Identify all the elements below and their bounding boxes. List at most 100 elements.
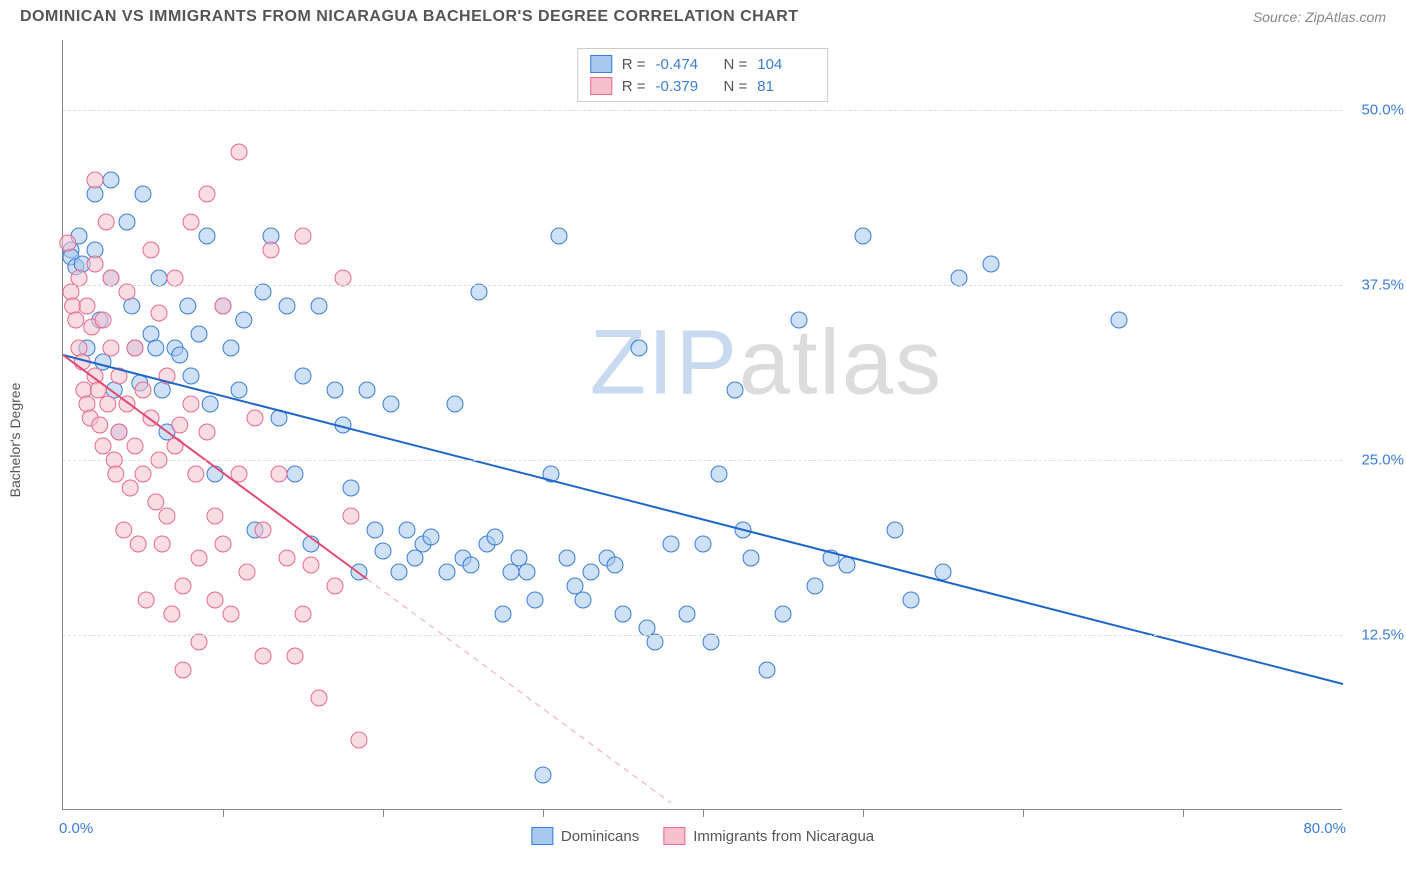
data-point [223, 606, 239, 622]
data-point [188, 466, 204, 482]
data-point [231, 382, 247, 398]
data-point [172, 417, 188, 433]
data-point [255, 284, 271, 300]
x-tick [1183, 809, 1184, 817]
data-point [567, 578, 583, 594]
data-point [159, 508, 175, 524]
stat-r-value-0: -0.474 [656, 56, 714, 73]
chart-title: DOMINICAN VS IMMIGRANTS FROM NICARAGUA B… [20, 8, 799, 26]
data-point [295, 606, 311, 622]
source-attribution: Source: ZipAtlas.com [1253, 9, 1386, 25]
data-point [191, 326, 207, 342]
legend-label-1: Immigrants from Nicaragua [693, 828, 874, 845]
data-point [71, 340, 87, 356]
data-point [151, 305, 167, 321]
data-point [327, 578, 343, 594]
y-tick-label: 25.0% [1361, 452, 1404, 469]
y-tick-label: 37.5% [1361, 277, 1404, 294]
data-point [231, 144, 247, 160]
data-point [202, 396, 218, 412]
data-point [759, 662, 775, 678]
data-point [199, 424, 215, 440]
swatch-pink-icon [663, 827, 685, 845]
y-tick-label: 12.5% [1361, 627, 1404, 644]
data-point [167, 438, 183, 454]
data-point [263, 242, 279, 258]
data-point [903, 592, 919, 608]
data-point [287, 466, 303, 482]
data-point [399, 522, 415, 538]
data-point [143, 242, 159, 258]
data-point [215, 536, 231, 552]
data-point [79, 396, 95, 412]
data-point [495, 606, 511, 622]
data-point [439, 564, 455, 580]
x-tick [223, 809, 224, 817]
grid-line [63, 285, 1342, 286]
data-point [87, 256, 103, 272]
data-point [95, 438, 111, 454]
source-prefix: Source: [1253, 9, 1305, 25]
data-point [236, 312, 252, 328]
data-point [175, 578, 191, 594]
data-point [855, 228, 871, 244]
grid-line [63, 110, 1342, 111]
data-point [287, 648, 303, 664]
data-point [271, 466, 287, 482]
y-axis-label: Bachelor's Degree [7, 383, 23, 498]
data-point [311, 690, 327, 706]
data-point [743, 550, 759, 566]
swatch-blue-icon [531, 827, 553, 845]
data-point [164, 606, 180, 622]
x-max-label: 80.0% [1303, 820, 1346, 837]
data-point [127, 340, 143, 356]
y-tick-label: 50.0% [1361, 102, 1404, 119]
data-point [295, 228, 311, 244]
data-point [103, 270, 119, 286]
stat-r-label: R = [622, 56, 646, 73]
stats-legend: R = -0.474 N = 104 R = -0.379 N = 81 [577, 48, 829, 102]
data-point [207, 508, 223, 524]
data-point [183, 214, 199, 230]
plot-svg [63, 40, 1342, 809]
data-point [199, 186, 215, 202]
data-point [327, 382, 343, 398]
swatch-blue-icon [590, 55, 612, 73]
data-point [255, 522, 271, 538]
data-point [607, 557, 623, 573]
chart-container: Bachelor's Degree ZIPatlas R = -0.474 N … [20, 40, 1386, 840]
data-point [583, 564, 599, 580]
data-point [255, 648, 271, 664]
grid-line [63, 635, 1342, 636]
data-point [247, 410, 263, 426]
data-point [983, 256, 999, 272]
data-point [303, 557, 319, 573]
stat-r-value-1: -0.379 [656, 78, 714, 95]
data-point [503, 564, 519, 580]
data-point [76, 382, 92, 398]
data-point [695, 536, 711, 552]
legend-item-dominicans: Dominicans [531, 827, 639, 845]
data-point [172, 347, 188, 363]
data-point [471, 284, 487, 300]
data-point [68, 312, 84, 328]
data-point [791, 312, 807, 328]
x-tick [1023, 809, 1024, 817]
stats-row-dominicans: R = -0.474 N = 104 [590, 53, 816, 75]
data-point [60, 235, 76, 251]
data-point [180, 298, 196, 314]
stat-n-label: N = [724, 56, 748, 73]
data-point [351, 732, 367, 748]
data-point [423, 529, 439, 545]
data-point [663, 536, 679, 552]
data-point [511, 550, 527, 566]
data-point [119, 214, 135, 230]
source-name: ZipAtlas.com [1305, 9, 1386, 25]
bottom-legend: Dominicans Immigrants from Nicaragua [531, 827, 874, 845]
data-point [79, 298, 95, 314]
data-point [98, 214, 114, 230]
data-point [295, 368, 311, 384]
data-point [487, 529, 503, 545]
x-tick [543, 809, 544, 817]
data-point [311, 298, 327, 314]
